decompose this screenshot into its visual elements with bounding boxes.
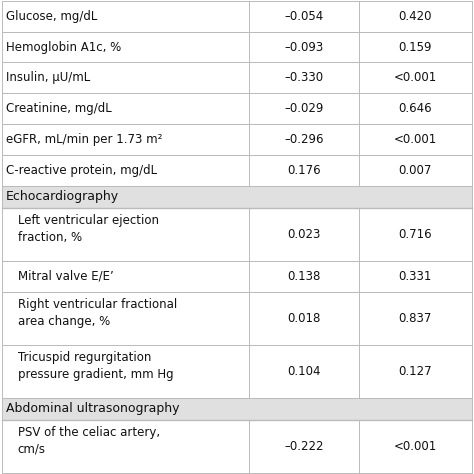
Text: –0.029: –0.029 [284, 102, 324, 115]
Bar [2, 185, 472, 208]
Text: 0.023: 0.023 [287, 228, 320, 241]
Text: 0.646: 0.646 [399, 102, 432, 115]
Text: 0.716: 0.716 [399, 228, 432, 241]
Text: 0.007: 0.007 [399, 164, 432, 177]
Bar [2, 292, 472, 345]
Text: 0.159: 0.159 [399, 41, 432, 54]
Text: 0.331: 0.331 [399, 270, 432, 283]
Text: Tricuspid regurgitation
pressure gradient, mm Hg: Tricuspid regurgitation pressure gradien… [18, 351, 173, 381]
Text: –0.296: –0.296 [284, 133, 324, 146]
Bar [2, 93, 472, 124]
Text: PSV of the celiac artery,
cm/s: PSV of the celiac artery, cm/s [18, 427, 160, 456]
Text: –0.093: –0.093 [284, 41, 323, 54]
Text: 0.127: 0.127 [399, 365, 432, 378]
Bar [2, 1, 472, 32]
Bar [2, 63, 472, 93]
Text: –0.054: –0.054 [284, 10, 323, 23]
Text: 0.176: 0.176 [287, 164, 321, 177]
Bar [2, 420, 472, 473]
Bar [2, 155, 472, 185]
Text: 0.837: 0.837 [399, 312, 432, 325]
Text: Hemoglobin A1c, %: Hemoglobin A1c, % [6, 41, 121, 54]
Bar [2, 124, 472, 155]
Text: 0.104: 0.104 [287, 365, 320, 378]
Text: 0.138: 0.138 [287, 270, 320, 283]
Text: Echocardiography: Echocardiography [6, 190, 119, 203]
Text: C-reactive protein, mg/dL: C-reactive protein, mg/dL [6, 164, 157, 177]
Bar [2, 32, 472, 63]
Text: Abdominal ultrasonography: Abdominal ultrasonography [6, 402, 180, 415]
Text: Right ventricular fractional
area change, %: Right ventricular fractional area change… [18, 298, 177, 328]
Text: Insulin, μU/mL: Insulin, μU/mL [6, 72, 91, 84]
Text: Left ventricular ejection
fraction, %: Left ventricular ejection fraction, % [18, 214, 158, 244]
Text: Glucose, mg/dL: Glucose, mg/dL [6, 10, 98, 23]
Text: <0.001: <0.001 [394, 133, 437, 146]
Text: –0.222: –0.222 [284, 440, 324, 453]
Bar [2, 398, 472, 420]
Text: Mitral valve E/E’: Mitral valve E/E’ [18, 270, 113, 283]
Text: <0.001: <0.001 [394, 440, 437, 453]
Text: 0.420: 0.420 [399, 10, 432, 23]
Bar [2, 208, 472, 261]
Text: Creatinine, mg/dL: Creatinine, mg/dL [6, 102, 112, 115]
Text: –0.330: –0.330 [284, 72, 323, 84]
Text: 0.018: 0.018 [287, 312, 320, 325]
Bar [2, 345, 472, 398]
Text: <0.001: <0.001 [394, 72, 437, 84]
Bar [2, 261, 472, 292]
Text: eGFR, mL/min per 1.73 m²: eGFR, mL/min per 1.73 m² [6, 133, 163, 146]
